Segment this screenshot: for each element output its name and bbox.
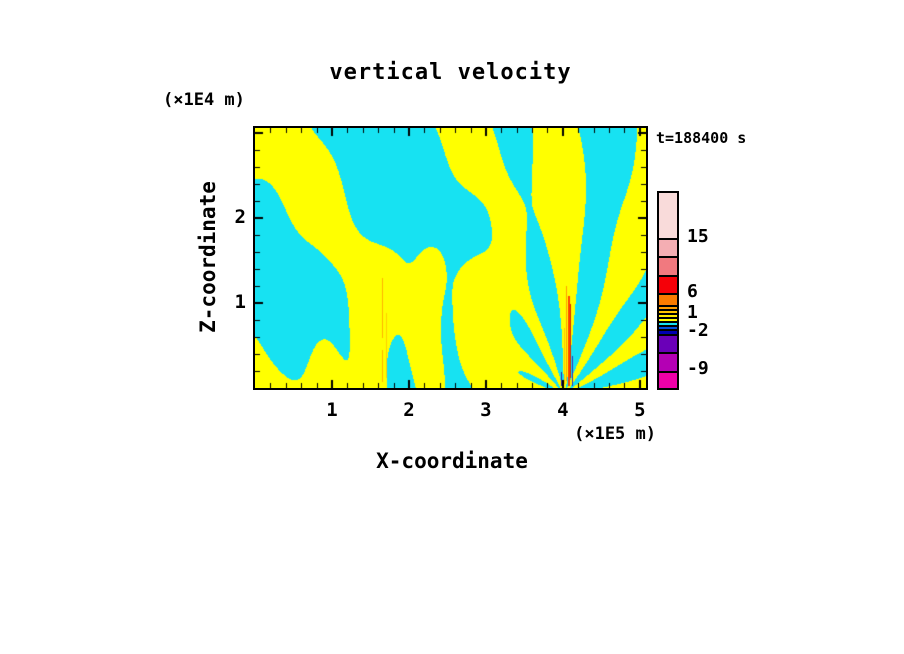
colorbar-tick-label: 15 <box>687 226 709 247</box>
colorbar-segment <box>659 293 677 305</box>
time-label: t=188400 s <box>656 129 747 147</box>
colorbar-segment <box>659 275 677 293</box>
colorbar-tick-label: -9 <box>687 358 709 379</box>
x-tick-label: 3 <box>480 399 492 421</box>
colorbar-tick-label: -2 <box>687 320 709 341</box>
colorbar-tick-label: 1 <box>687 302 698 323</box>
colorbar-segment <box>659 352 677 371</box>
y-tick-label: 1 <box>234 291 246 314</box>
colorbar-segment <box>659 256 677 275</box>
colorbar-segment <box>659 317 677 321</box>
y-tick-label: 2 <box>234 206 246 229</box>
colorbar-segment <box>659 305 677 309</box>
colorbar <box>657 191 679 390</box>
colorbar-segment <box>659 334 677 352</box>
x-axis-units-label: (×1E5 m) <box>574 424 656 444</box>
colorbar-segment <box>659 238 677 256</box>
x-tick-label: 5 <box>634 399 646 421</box>
colorbar-segment <box>659 321 677 325</box>
z-axis-title: Z-coordinate <box>196 181 220 333</box>
x-tick-label: 1 <box>326 399 338 421</box>
colorbar-segment <box>659 371 677 388</box>
heatmap-canvas <box>255 128 646 388</box>
colorbar-segment <box>659 329 677 334</box>
chart-title: vertical velocity <box>329 60 572 85</box>
colorbar-segment <box>659 193 677 238</box>
colorbar-segment <box>659 309 677 313</box>
z-axis-units-label: (×1E4 m) <box>163 90 245 110</box>
colorbar-tick-label: 6 <box>687 281 698 302</box>
colorbar-segment <box>659 313 677 317</box>
colorbar-segment <box>659 325 677 329</box>
x-tick-label: 2 <box>403 399 415 421</box>
x-axis-title: X-coordinate <box>376 449 528 473</box>
x-tick-label: 4 <box>557 399 569 421</box>
plot-area <box>253 126 648 390</box>
